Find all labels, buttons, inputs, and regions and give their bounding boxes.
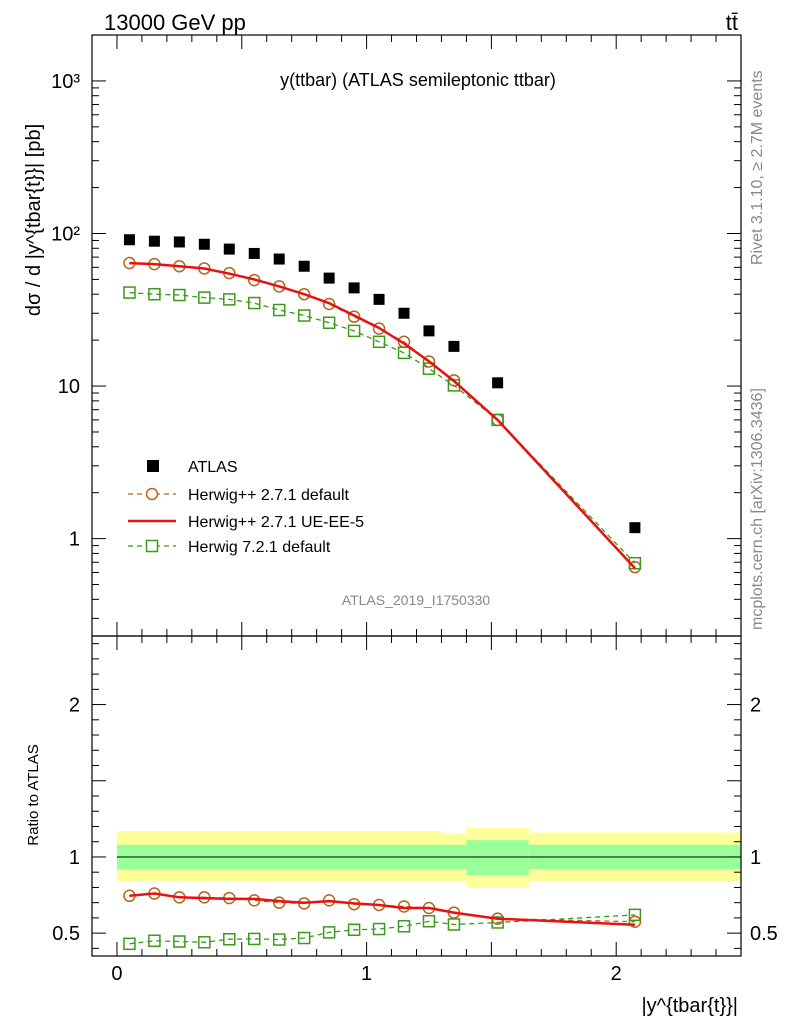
herwig721-default-ratio-point [372,922,386,936]
herwigpp-default-point [297,287,311,301]
ratio-y-axis-label: Ratio to ATLAS [25,744,42,845]
herwig721-default-line [129,291,636,564]
main-plot-title: y(ttbar) (ATLAS semileptonic ttbar) [280,70,556,90]
herwigpp-default-point [347,310,361,323]
herwig721-default-ratio-point [223,932,236,946]
herwig721-default-ratio-point [322,926,336,939]
legend-marker-atlas [147,460,159,472]
rivet-version-label: Rivet 3.1.10, ≥ 2.7M events [749,70,766,265]
header-left-label: 13000 GeV pp [104,10,246,35]
herwig721-default-point [223,293,236,306]
herwig721-default-point [148,287,161,301]
atlas-data-point [348,282,360,294]
herwigpp-default-point [422,355,436,368]
herwig721-default-ratio-point [628,908,642,922]
ratio-y-tick-label-right: 2 [750,695,761,717]
legend: ATLAS Herwig++ 2.7.1 default Herwig++ 2.7.… [128,459,364,556]
herwig721-default-ratio-line [129,914,635,945]
herwig721-default-point [491,413,504,427]
legend-label-herwig721-default: Herwig 7.2.1 default [188,539,331,556]
herwig721-default-ratio-point [272,933,286,946]
herwig721-default-point [248,296,261,310]
herwig721-default-point [397,346,411,360]
herwig721-default-ratio-point [347,923,361,937]
legend-label-herwigpp-ueee5: Herwig++ 2.7.1 UE-EE-5 [188,514,364,531]
atlas-data-point [273,253,285,265]
ratio-y-tick-label: 0.5 [52,923,80,945]
herwig721-default-ratio-point [447,918,461,931]
herwig721-default-point [347,324,361,338]
atlas-data-point [492,377,504,389]
atlas-data-point [448,340,460,352]
ratio-band-inner [466,840,529,876]
ratio-panel: 0 1 2 0.5 0.5 1 1 2 2 [52,35,778,985]
herwig721-default-point [322,316,336,329]
atlas-data-point [123,234,135,246]
herwig721-default-ratio-point [297,931,311,945]
atlas-data-point [248,247,260,259]
x-tick-label: 0 [111,963,122,985]
herwig721-default-point [372,335,386,349]
y-tick-label: 10 [58,376,80,398]
y-tick-label: 1 [69,529,80,551]
legend-label-herwigpp-default: Herwig++ 2.7.1 default [188,487,350,504]
ratio-y-tick-label-right: 0.5 [750,923,778,945]
atlas-data-point [629,522,641,534]
atlas-data-point [398,307,410,319]
herwig721-default-ratio-point [173,935,186,948]
atlas-data-point [423,325,435,337]
herwig721-default-ratio-point [123,937,136,951]
x-axis-label: |y^{tbar{t}}| [641,995,738,1017]
ratio-y-tick-label: 2 [69,695,80,717]
herwig721-default-point [123,286,136,299]
ratio-y-tick-label: 1 [69,847,80,869]
herwig721-default-point [272,303,286,317]
herwig721-default-ratio-point [422,915,436,928]
atlas-data-point [198,238,210,250]
atlas-data-point [173,236,185,248]
herwig721-default-ratio-point [491,916,504,929]
atlas-data-point [298,260,310,272]
analysis-watermark: ATLAS_2019_I1750330 [342,592,491,608]
herwig721-default-point [422,362,436,375]
herwigpp-default-point [272,280,286,293]
legend-marker-herwigpp-default [145,487,159,501]
ratio-y-tick-label-right: 1 [750,847,761,869]
atlas-data-point [373,293,385,305]
atlas-data-point [223,243,235,255]
herwig721-default-point [198,291,211,304]
legend-label-atlas-data: ATLAS [188,459,238,476]
atlas-data-point [323,272,335,284]
herwigpp-ueee5-ratio-line [129,892,635,927]
y-tick-label: 10³ [51,71,80,93]
x-tick-label: 1 [361,963,372,985]
herwig721-default-ratio-point [397,920,411,933]
herwigpp-ueee5-line [129,261,636,570]
herwig721-default-point [173,288,186,302]
atlas-data-point [148,235,160,247]
main-y-axis-label: dσ / d |y^{tbar{t}}| [pb] [23,124,45,316]
herwigpp-default-point [322,297,336,311]
y-tick-label: 10² [51,223,80,245]
herwig721-default-ratio-point [198,936,211,949]
herwigpp-default-point [372,322,386,335]
header-right-label: tt̄ [726,10,738,35]
herwig721-default-ratio-point [248,932,261,946]
x-tick-label: 2 [611,963,622,985]
herwigpp-default-ratio-point [628,915,642,928]
herwig721-default-point [297,309,311,322]
legend-marker-herwig721-default [145,539,159,553]
mcplots-label: mcplots.cern.ch [arXiv:1306.3436] [749,388,766,630]
herwig721-default-ratio-point [148,934,161,948]
